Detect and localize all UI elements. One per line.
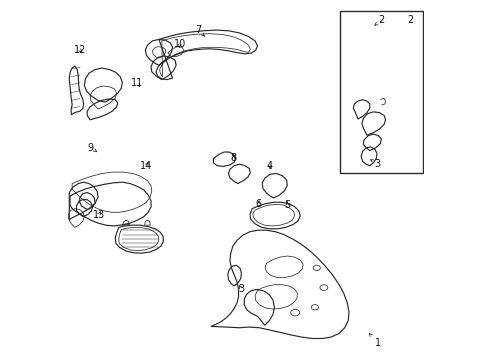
Text: 6: 6 [256,199,262,210]
Text: 2: 2 [407,15,413,26]
Text: 14: 14 [140,161,152,171]
Text: 13: 13 [93,210,105,220]
Text: 3: 3 [370,159,381,169]
Text: 5: 5 [284,200,291,210]
Text: 11: 11 [131,78,144,88]
Text: 12: 12 [74,45,86,55]
Text: 8: 8 [230,153,237,163]
Text: 2: 2 [375,15,384,26]
Bar [340,12,422,173]
Text: 1: 1 [369,333,381,348]
Text: 3: 3 [238,284,245,294]
Text: 4: 4 [267,161,273,171]
Text: 10: 10 [173,39,186,49]
Text: 9: 9 [88,143,97,153]
Text: 7: 7 [195,25,204,36]
